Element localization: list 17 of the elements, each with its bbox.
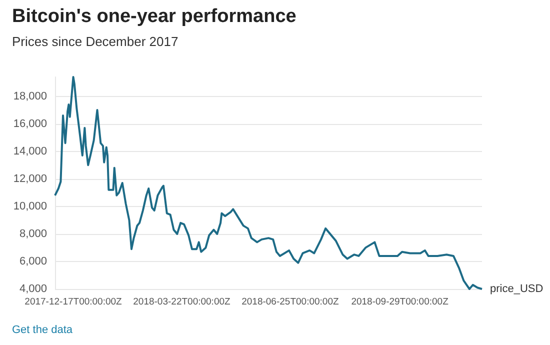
- y-tick-label: 4,000: [19, 283, 47, 295]
- text: Get the data: [12, 324, 73, 336]
- x-tick-label: 2017-12-17T00:00:00Z: [24, 296, 122, 308]
- y-tick-label: 8,000: [19, 228, 47, 240]
- x-tick-label: 2018-06-25T00:00:00Z: [242, 296, 339, 308]
- line-series: [54, 76, 483, 290]
- y-tick-label: 12,000: [13, 172, 47, 185]
- chart-subtitle: Prices since December 2017: [12, 34, 178, 49]
- y-tick-label: 14,000: [13, 145, 47, 158]
- y-tick-label: 18,000: [13, 90, 47, 102]
- y-tick-label: 16,000: [13, 118, 47, 130]
- y-tick-label: 10,000: [13, 200, 47, 212]
- x-tick-label: 2018-09-29T00:00:00Z: [351, 296, 449, 308]
- y-tick-label: 6,000: [19, 255, 47, 268]
- chart-title: Bitcoin's one-year performance: [12, 6, 296, 28]
- x-tick-label: 2018-03-22T00:00:00Z: [133, 296, 231, 308]
- series-label: price_USD: [490, 283, 544, 295]
